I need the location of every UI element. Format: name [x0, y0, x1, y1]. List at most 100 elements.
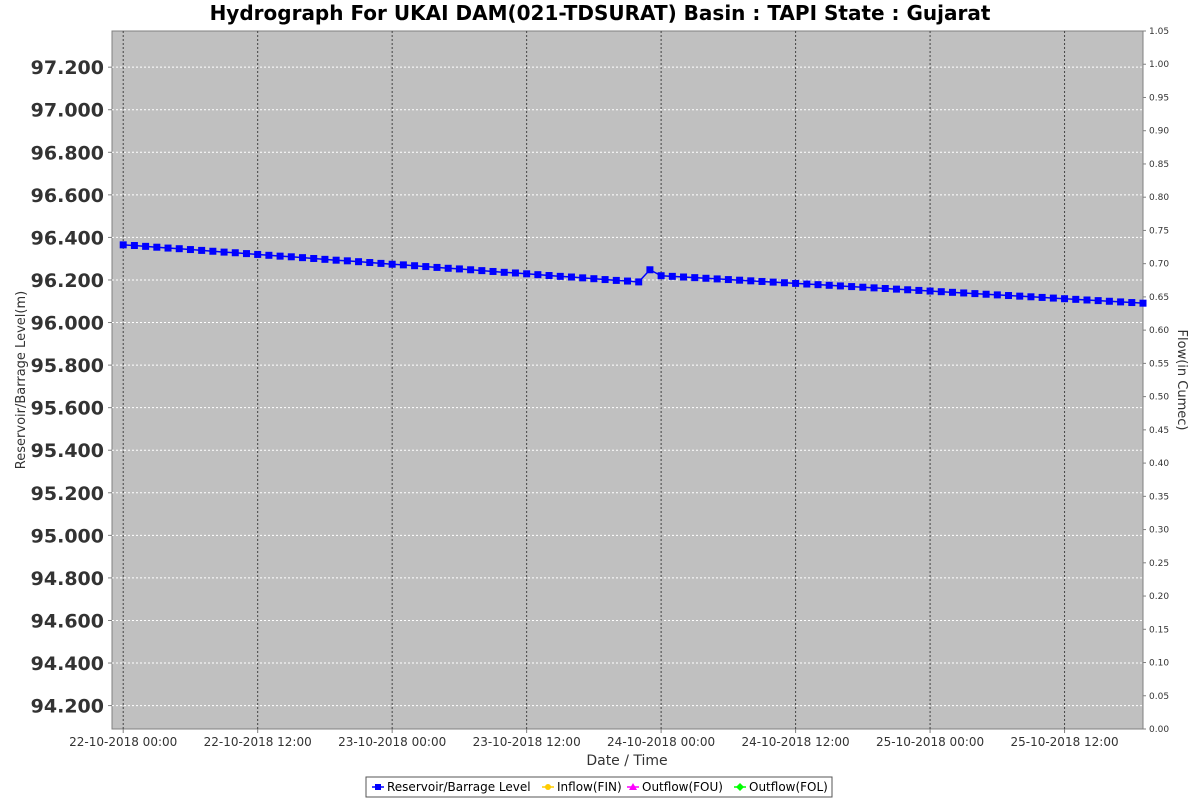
data-point — [635, 278, 643, 286]
data-point — [814, 281, 822, 289]
data-point — [1016, 292, 1024, 300]
y-tick-label: 97.000 — [31, 100, 104, 122]
legend-entry: Reservoir/Barrage Level — [387, 780, 531, 794]
data-point — [377, 259, 385, 267]
data-point — [523, 270, 531, 278]
grid-lines — [112, 31, 1143, 729]
data-point — [736, 276, 744, 284]
y-right-tick-label: 0.90 — [1149, 127, 1169, 137]
legend-entry: Inflow(FIN) — [557, 780, 622, 794]
data-point — [1117, 298, 1125, 306]
data-point — [489, 267, 497, 275]
y-right-tick-label: 0.40 — [1149, 459, 1169, 469]
data-point — [713, 275, 721, 283]
y-tick-label: 94.400 — [31, 653, 104, 675]
y-axis-right-label: Flow(in Cumec) — [1174, 330, 1189, 431]
data-point — [467, 266, 475, 274]
y-right-tick-label: 0.60 — [1149, 326, 1169, 336]
x-axis-label: Date / Time — [586, 753, 667, 769]
data-point — [590, 275, 598, 283]
y-tick-label: 96.800 — [31, 142, 104, 164]
data-point — [355, 258, 363, 266]
data-point — [1139, 299, 1147, 307]
y-right-tick-label: 0.00 — [1149, 725, 1169, 735]
x-tick-label: 25-10-2018 12:00 — [1010, 735, 1118, 749]
data-point — [657, 272, 665, 280]
data-point — [825, 281, 833, 289]
y-tick-label: 96.400 — [31, 227, 104, 249]
y-tick-label: 96.600 — [31, 185, 104, 207]
legend-box — [365, 776, 833, 798]
data-point — [1061, 295, 1069, 303]
y-right-tick-label: 0.05 — [1149, 692, 1169, 702]
y-right-tick-label: 0.55 — [1149, 359, 1169, 369]
data-point — [231, 249, 239, 257]
data-point — [982, 290, 990, 298]
data-point — [892, 285, 900, 293]
data-point — [937, 288, 945, 296]
data-point — [332, 256, 340, 264]
y-tick-label: 95.000 — [31, 525, 104, 547]
data-point — [758, 277, 766, 285]
data-point — [153, 243, 161, 251]
data-point — [579, 274, 587, 282]
left-y-axis: 94.200 94.400 94.600 94.800 95.000 95.200 95.4… — [31, 57, 112, 718]
data-point — [1027, 293, 1035, 301]
data-point — [142, 242, 150, 250]
data-point — [915, 286, 923, 294]
data-point — [1083, 296, 1091, 304]
data-point — [724, 276, 732, 284]
y-right-tick-label: 0.85 — [1149, 160, 1169, 170]
data-point — [993, 291, 1001, 299]
data-point — [859, 283, 867, 291]
data-point — [242, 250, 250, 258]
legend-marker — [736, 783, 744, 791]
y-tick-label: 94.200 — [31, 696, 104, 718]
legend: Reservoir/Barrage Level Inflow(FIN) Outflo… — [365, 776, 833, 798]
y-tick-label: 97.200 — [31, 57, 104, 79]
data-point — [119, 241, 127, 249]
y-right-tick-label: 0.75 — [1149, 226, 1169, 236]
y-right-tick-label: 0.15 — [1149, 625, 1169, 635]
legend-marker — [545, 784, 551, 790]
data-point — [130, 242, 138, 250]
x-tick-label: 24-10-2018 00:00 — [607, 735, 715, 749]
y-right-tick-label: 0.25 — [1149, 559, 1169, 569]
data-point — [343, 257, 351, 265]
data-point — [287, 253, 295, 261]
data-point — [422, 263, 430, 271]
legend-entry: Outflow(FOU) — [642, 780, 723, 794]
data-point — [500, 268, 508, 276]
plot-area — [111, 30, 1144, 730]
data-point — [904, 286, 912, 294]
y-right-tick-label: 0.10 — [1149, 659, 1169, 669]
data-point — [567, 273, 575, 281]
data-point — [366, 259, 374, 267]
y-tick-label: 96.000 — [31, 313, 104, 335]
data-point — [321, 255, 329, 263]
data-point — [948, 288, 956, 296]
y-tick-label: 95.800 — [31, 355, 104, 377]
x-tick-label: 24-10-2018 12:00 — [742, 735, 850, 749]
x-tick-label: 23-10-2018 00:00 — [338, 735, 446, 749]
y-right-tick-label: 1.00 — [1149, 60, 1169, 70]
data-point — [646, 266, 654, 274]
y-right-tick-label: 0.70 — [1149, 260, 1169, 270]
legend-entry: Outflow(FOL) — [749, 780, 828, 794]
y-tick-label: 96.200 — [31, 270, 104, 292]
y-right-tick-label: 0.30 — [1149, 526, 1169, 536]
data-point — [1049, 294, 1057, 302]
data-point — [388, 260, 396, 268]
data-point — [220, 248, 228, 256]
y-tick-label: 95.200 — [31, 483, 104, 505]
data-point — [691, 274, 699, 282]
data-point — [870, 284, 878, 292]
data-point — [478, 267, 486, 275]
data-point — [926, 287, 934, 295]
data-point — [769, 278, 777, 286]
x-tick-label: 22-10-2018 00:00 — [69, 735, 177, 749]
data-point — [310, 254, 318, 262]
x-tick-label: 23-10-2018 12:00 — [473, 735, 581, 749]
data-point — [780, 279, 788, 287]
